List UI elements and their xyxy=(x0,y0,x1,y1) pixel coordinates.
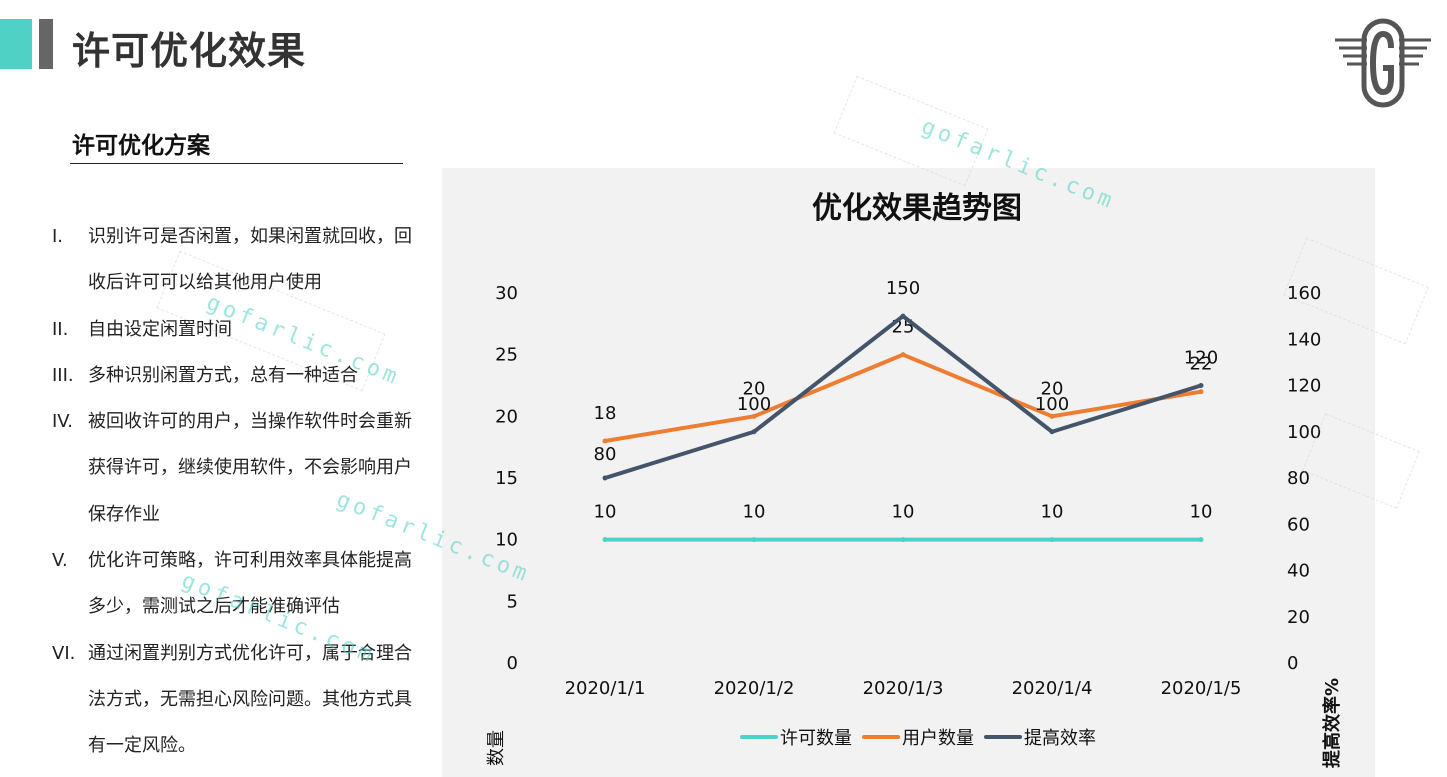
y-right-tick-label: 40 xyxy=(1287,561,1310,582)
data-point xyxy=(1049,429,1055,435)
list-item-number: IV. xyxy=(52,411,74,433)
y-right-tick-label: 20 xyxy=(1287,607,1310,628)
list-item-text: 通过闲置判别方式优化许可，属于合理合法方式，无需担心风险问题。其他方式具有一定风… xyxy=(88,642,412,757)
list-item-number: I. xyxy=(52,226,64,247)
y-left-tick-label: 0 xyxy=(507,653,518,674)
y-right-tick-label: 80 xyxy=(1287,468,1310,489)
list-item: III. 多种识别闲置方式，总有一种适合 xyxy=(52,353,412,399)
y-left-tick-label: 5 xyxy=(507,591,518,612)
y-right-tick-label: 0 xyxy=(1287,653,1298,674)
y-right-tick-label: 160 xyxy=(1287,283,1321,304)
data-label: 22 xyxy=(1190,354,1213,375)
section-divider xyxy=(70,163,403,164)
y-left-tick-label: 25 xyxy=(495,345,518,366)
data-label: 10 xyxy=(594,502,617,523)
data-point xyxy=(751,413,757,419)
y-right-tick-label: 60 xyxy=(1287,514,1310,535)
data-point xyxy=(1198,383,1204,388)
title-accent-gray xyxy=(39,19,53,69)
data-point xyxy=(1049,537,1055,543)
data-point xyxy=(1049,413,1055,419)
list-item-text: 自由设定闲置时间 xyxy=(88,318,232,340)
data-label: 100 xyxy=(1035,394,1069,415)
list-item: VI. 通过闲置判别方式优化许可，属于合理合法方式，无需担心风险问题。其他方式具… xyxy=(52,631,412,770)
list-item-text: 优化许可策略，许可利用效率具体能提高多少，需测试之后才能准确评估 xyxy=(88,550,412,618)
list-item: II. 自由设定闲置时间 xyxy=(52,307,412,353)
list-item-number: III. xyxy=(52,364,74,386)
legend-label: 提高效率 xyxy=(1024,728,1096,749)
solution-list: I. 识别许可是否闲置，如果闲置就回收，回收后许可可以给其他用户使用 II. 自… xyxy=(52,214,412,770)
list-item-text: 被回收许可的用户，当操作软件时会重新获得许可，继续使用软件，不会影响用户保存作业 xyxy=(88,411,412,525)
list-item: V. 优化许可策略，许可利用效率具体能提高多少，需测试之后才能准确评估 xyxy=(52,538,412,631)
data-label: 20 xyxy=(743,378,766,399)
list-item-number: VI. xyxy=(52,642,76,664)
data-label: 10 xyxy=(1041,502,1064,523)
data-point xyxy=(900,537,906,543)
list-item: IV. 被回收许可的用户，当操作软件时会重新获得许可，继续使用软件，不会影响用户… xyxy=(52,399,412,538)
y-left-tick-label: 20 xyxy=(495,406,518,427)
list-item-text: 识别许可是否闲置，如果闲置就回收，回收后许可可以给其他用户使用 xyxy=(88,226,412,294)
chart-title: 优化效果趋势图 xyxy=(812,191,1022,226)
data-label: 100 xyxy=(737,394,771,415)
data-point xyxy=(602,438,608,444)
data-label: 10 xyxy=(743,502,766,523)
list-item-text: 多种识别闲置方式，总有一种适合 xyxy=(88,364,358,386)
series-line-3 xyxy=(603,314,1203,480)
list-item: I. 识别许可是否闲置，如果闲置就回收，回收后许可可以给其他用户使用 xyxy=(52,214,412,307)
y-right-axis-title: 提高效率% xyxy=(1321,678,1343,768)
data-point xyxy=(602,475,608,481)
title-accent-teal xyxy=(0,19,32,69)
legend-label: 许可数量 xyxy=(780,728,852,749)
y-left-tick-label: 30 xyxy=(495,283,518,304)
y-right-tick-label: 100 xyxy=(1287,422,1321,443)
data-label: 150 xyxy=(886,278,920,299)
y-left-tick-label: 10 xyxy=(495,530,518,551)
data-label: 18 xyxy=(594,403,617,424)
list-item-number: II. xyxy=(52,318,69,340)
x-tick-label: 2020/1/3 xyxy=(863,678,944,699)
chart-panel: 优化效果趋势图 0 5 10 15 20 25 30 0 20 40 60 80 100 120 140 16… xyxy=(442,168,1375,777)
data-point xyxy=(900,352,906,358)
y-right-tick-label: 140 xyxy=(1287,329,1321,350)
x-tick-label: 2020/1/4 xyxy=(1012,678,1093,699)
data-point xyxy=(900,313,906,319)
series-line-2 xyxy=(603,352,1203,443)
data-label: 80 xyxy=(594,444,617,465)
data-label: 10 xyxy=(1190,502,1213,523)
data-label: 10 xyxy=(892,502,915,523)
y-left-tick-label: 15 xyxy=(495,468,518,489)
y-left-axis-title: 数量 xyxy=(486,730,507,766)
brand-logo xyxy=(1335,18,1431,108)
legend-label: 用户数量 xyxy=(902,728,974,749)
section-title: 许可优化方案 xyxy=(72,133,210,159)
data-point xyxy=(602,537,608,543)
data-point xyxy=(751,537,757,543)
trend-chart: 优化效果趋势图 0 5 10 15 20 25 30 0 20 40 60 80 100 120 140 16… xyxy=(486,191,1343,768)
data-point xyxy=(751,429,757,435)
page-title: 许可优化效果 xyxy=(72,29,307,73)
list-item-number: V. xyxy=(52,550,68,572)
x-tick-label: 2020/1/5 xyxy=(1161,678,1242,699)
x-tick-label: 2020/1/1 xyxy=(565,678,646,699)
x-tick-label: 2020/1/2 xyxy=(714,678,795,699)
data-point xyxy=(1198,389,1204,395)
data-point xyxy=(1198,537,1204,543)
y-right-tick-label: 120 xyxy=(1287,376,1321,397)
data-label: 120 xyxy=(1184,348,1218,369)
data-label: 20 xyxy=(1041,378,1064,399)
